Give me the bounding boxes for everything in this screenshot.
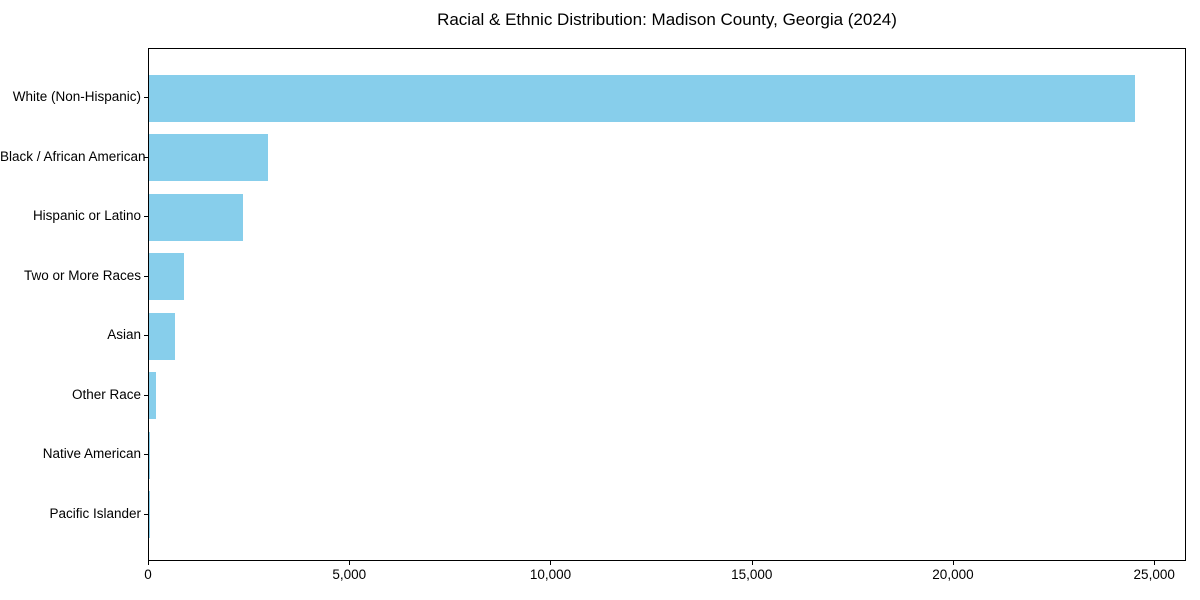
- y-tick-label-asian: Asian: [107, 327, 141, 343]
- y-tick-label-pacific-islander: Pacific Islander: [49, 505, 141, 521]
- y-tick-mark: [144, 454, 148, 456]
- x-tick-label: 0: [144, 567, 152, 582]
- x-tick-mark: [550, 561, 552, 565]
- x-tick-mark: [751, 561, 753, 565]
- bar-asian: [149, 312, 176, 360]
- x-tick-mark: [952, 561, 954, 565]
- bar-other-race: [149, 372, 157, 420]
- x-tick-mark: [148, 561, 149, 565]
- y-tick-label-other-race: Other Race: [71, 386, 141, 402]
- bar-two-or-more-races: [149, 253, 184, 301]
- x-tick-label: 15,000: [731, 567, 773, 582]
- y-tick-mark: [144, 97, 148, 98]
- y-tick-label-white-non-hispanic: White (Non-Hispanic): [12, 89, 141, 104]
- x-tick-label: 10,000: [529, 567, 572, 582]
- y-tick-mark: [144, 394, 148, 396]
- bar-black-african-american: [149, 134, 268, 182]
- y-tick-label-native-american: Native American: [42, 446, 141, 462]
- y-tick-mark: [144, 513, 148, 515]
- y-tick-label-two-or-more-races: Two or More Races: [23, 267, 141, 283]
- x-tick-mark: [1154, 561, 1156, 565]
- y-tick-mark: [144, 216, 148, 218]
- y-tick-mark: [144, 156, 148, 158]
- x-tick-label: 20,000: [932, 567, 974, 582]
- y-tick-mark: [144, 335, 148, 337]
- bar-native-american: [149, 431, 150, 479]
- plot-area: [148, 48, 1186, 561]
- y-tick-label-black-african-american: Black / African American: [0, 148, 146, 164]
- chart-title: Racial & Ethnic Distribution: Madison Co…: [437, 10, 897, 29]
- y-tick-label-hispanic-or-latino: Hispanic or Latino: [32, 208, 141, 224]
- x-tick-label: 5,000: [332, 567, 367, 582]
- bar-white-non-hispanic: [149, 74, 1136, 122]
- x-tick-label: 25,000: [1133, 567, 1175, 582]
- y-tick-mark: [144, 275, 148, 277]
- x-tick-mark: [349, 561, 351, 565]
- bar-hispanic-or-latino: [149, 193, 243, 241]
